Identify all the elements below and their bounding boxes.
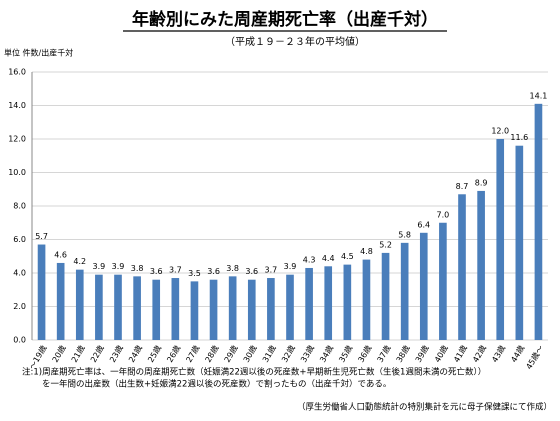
value-label: 3.5 [188, 269, 201, 278]
x-tick-label: 34歳 [317, 343, 335, 364]
bar [228, 276, 237, 340]
value-label: 4.5 [341, 252, 354, 261]
x-tick-label: 33歳 [298, 343, 316, 364]
value-label: 5.2 [379, 240, 392, 249]
value-label: 12.0 [491, 127, 509, 136]
value-label: 3.9 [93, 262, 106, 271]
value-label: 4.3 [303, 255, 316, 264]
value-label: 5.8 [398, 230, 411, 239]
value-label: 11.6 [510, 133, 528, 142]
value-label: 3.6 [207, 267, 220, 276]
bar [267, 278, 275, 340]
x-tick-label: 35歳 [336, 343, 354, 364]
x-tick-label: 29歳 [222, 343, 240, 364]
value-label: 5.7 [35, 232, 48, 241]
x-tick-label: 24歳 [126, 343, 144, 364]
x-tick-label: 21歳 [69, 343, 87, 364]
y-tick-label: 6.0 [13, 235, 26, 244]
value-label: 3.9 [284, 262, 297, 271]
x-tick-label: 40歳 [432, 343, 450, 364]
y-tick-label: 12.0 [8, 135, 26, 144]
x-tick-label: 37歳 [375, 343, 393, 364]
bar [362, 259, 371, 340]
bar [439, 222, 447, 340]
y-tick-label: 14.0 [8, 101, 26, 110]
bar [286, 274, 294, 340]
x-tick-label: 25歳 [145, 343, 163, 364]
value-label: 8.9 [475, 178, 488, 187]
bar [400, 242, 409, 340]
value-label: 4.4 [322, 254, 335, 263]
x-tick-label: 45歳～ [524, 343, 546, 371]
bar [133, 276, 141, 340]
bar [56, 262, 65, 340]
x-tick-label: 30歳 [241, 343, 259, 364]
bar [247, 279, 256, 340]
x-tick-label: 20歳 [50, 343, 68, 364]
bar [190, 281, 199, 340]
chart-title: 年齢別にみた周産期死亡率（出産千対） [132, 9, 438, 30]
value-label: 8.7 [456, 182, 469, 191]
x-tick-label: 42歳 [470, 343, 488, 364]
x-tick-label: 36歳 [356, 343, 374, 364]
value-label: 3.7 [265, 266, 278, 275]
bar [477, 190, 485, 340]
note: を一年間の出産数（出生数+妊娠満22週以後の死産数）で割ったもの（出産千対）であ… [42, 379, 391, 390]
bar [95, 274, 103, 340]
value-label: 4.8 [360, 247, 373, 256]
x-tick-label: 23歳 [107, 343, 125, 364]
x-tick-label: 28歳 [203, 343, 221, 364]
y-tick-label: 10.0 [8, 168, 26, 177]
x-tick-label: 44歳 [508, 343, 526, 364]
value-label: 3.9 [112, 262, 125, 271]
value-label: 14.1 [530, 91, 548, 100]
bar [114, 274, 122, 340]
y-axis-label: 単位 件数/出産千対 [4, 48, 73, 58]
value-label: 3.8 [226, 264, 239, 273]
y-tick-label: 0.0 [13, 336, 26, 345]
bar [324, 266, 333, 340]
value-label: 7.0 [437, 210, 450, 219]
x-tick-label: 27歳 [184, 343, 202, 364]
value-label: 4.6 [54, 250, 67, 259]
value-label: 3.8 [131, 264, 144, 273]
bar [171, 278, 180, 340]
bar [419, 232, 428, 340]
bar [152, 279, 161, 340]
bar [515, 145, 524, 340]
y-tick-label: 8.0 [13, 202, 26, 211]
x-tick-label: 43歳 [489, 343, 507, 364]
x-tick-label: 31歳 [260, 343, 278, 364]
value-label: 4.2 [73, 257, 86, 266]
x-tick-label: 22歳 [88, 343, 106, 364]
y-tick-label: 2.0 [13, 302, 26, 311]
x-tick-label: 41歳 [451, 343, 469, 364]
value-label: 6.4 [417, 220, 430, 229]
bar [209, 279, 218, 340]
source: （厚生労働省人口動態統計の特別集計を元に母子保健課にて作成） [297, 402, 552, 413]
y-tick-label: 4.0 [13, 269, 26, 278]
bar [343, 264, 352, 340]
bar [534, 103, 543, 340]
x-tick-label: 39歳 [413, 343, 431, 364]
x-tick-label: 32歳 [279, 343, 297, 364]
value-label: 3.6 [150, 267, 163, 276]
y-tick-label: 16.0 [8, 68, 26, 77]
bar [37, 244, 46, 340]
bar [75, 269, 84, 340]
chart-subtitle: （平成１９－２３年の平均値） [225, 35, 365, 48]
x-tick-label: 26歳 [164, 343, 182, 364]
bar [381, 252, 390, 340]
note: 注:1)周産期死亡率は、一年間の周産期死亡数（妊娠満22週以後の死産数+早期新生… [22, 367, 486, 378]
value-label: 3.6 [245, 267, 258, 276]
x-tick-label: 38歳 [394, 343, 412, 364]
value-label: 3.7 [169, 266, 182, 275]
bar [305, 267, 313, 340]
bar [496, 139, 505, 340]
bar [458, 194, 466, 340]
